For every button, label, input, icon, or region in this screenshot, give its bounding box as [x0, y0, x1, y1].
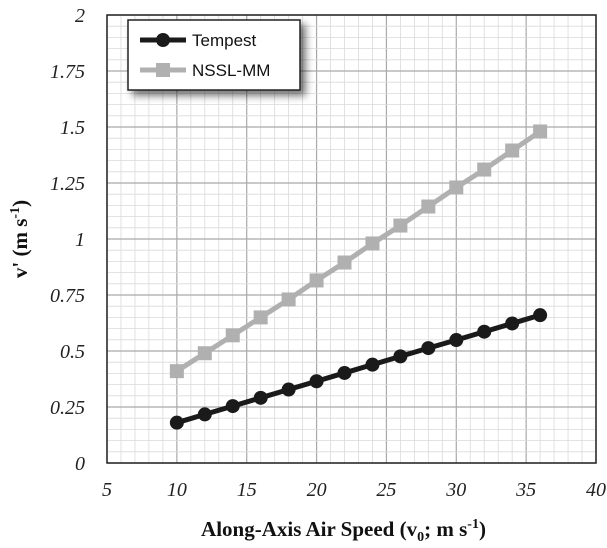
- series-layer: [169, 124, 548, 430]
- data-point-nssl-mm: [533, 124, 548, 139]
- x-tick-label: 35: [515, 479, 536, 501]
- data-point-tempest: [309, 374, 324, 389]
- x-tick-label: 30: [445, 479, 466, 501]
- y-axis-title: v' (m s-1): [8, 200, 32, 278]
- data-point-tempest: [169, 415, 184, 430]
- y-tick-label: 2: [75, 5, 85, 27]
- data-point-tempest: [253, 390, 268, 405]
- data-point-tempest: [421, 341, 436, 356]
- data-point-tempest: [281, 382, 296, 397]
- legend-box: [127, 19, 301, 91]
- data-point-tempest: [393, 349, 408, 364]
- data-point-tempest: [533, 308, 548, 323]
- x-axis-ticks: 5 10 15 20 25 30 35 40: [102, 479, 606, 501]
- data-point-nssl-mm: [169, 364, 184, 379]
- data-point-tempest: [225, 399, 240, 414]
- data-point-nssl-mm: [253, 310, 268, 325]
- legend: Tempest NSSL-MM: [127, 19, 301, 91]
- legend-label-nssl-mm: NSSL-MM: [192, 61, 270, 80]
- data-point-nssl-mm: [477, 162, 492, 177]
- data-point-nssl-mm: [281, 292, 296, 307]
- x-tick-label: 5: [102, 479, 112, 501]
- data-point-nssl-mm: [197, 346, 212, 361]
- x-tick-label: 20: [307, 479, 327, 501]
- legend-marker-tempest: [156, 33, 170, 47]
- x-axis-title: Along-Axis Air Speed (v0; m s-1): [201, 517, 486, 545]
- plot-area-border: [106, 14, 597, 464]
- y-tick-label: 1: [75, 229, 85, 251]
- data-point-nssl-mm: [449, 180, 464, 195]
- y-tick-label: 1.25: [50, 173, 85, 195]
- y-tick-label: 1.75: [50, 61, 85, 83]
- data-point-tempest: [449, 333, 464, 348]
- legend-marker-nssl-mm: [156, 63, 170, 77]
- data-point-tempest: [337, 365, 352, 380]
- series-tempest: [169, 308, 548, 430]
- x-tick-label: 40: [586, 479, 606, 501]
- y-tick-label: 0.25: [50, 397, 85, 419]
- y-tick-label: 1.5: [60, 117, 85, 139]
- y-tick-label: 0.75: [50, 285, 85, 307]
- y-axis-ticks: 0 0.25 0.5 0.75 1 1.25 1.5 1.75 2: [50, 5, 85, 475]
- data-point-tempest: [365, 357, 380, 372]
- data-point-nssl-mm: [337, 255, 352, 270]
- data-point-tempest: [477, 324, 492, 339]
- y-tick-label: 0: [75, 453, 85, 475]
- legend-label-tempest: Tempest: [192, 31, 257, 50]
- data-point-nssl-mm: [393, 218, 408, 233]
- data-point-nssl-mm: [225, 328, 240, 343]
- data-point-tempest: [197, 407, 212, 422]
- series-nssl-mm: [169, 124, 548, 379]
- x-tick-label: 15: [237, 479, 257, 501]
- x-tick-label: 25: [376, 479, 396, 501]
- y-tick-label: 0.5: [60, 341, 85, 363]
- data-point-nssl-mm: [505, 143, 520, 158]
- data-point-tempest: [505, 316, 520, 331]
- data-point-nssl-mm: [365, 236, 380, 251]
- data-point-nssl-mm: [309, 273, 324, 288]
- x-tick-label: 10: [167, 479, 187, 501]
- data-point-nssl-mm: [421, 199, 436, 214]
